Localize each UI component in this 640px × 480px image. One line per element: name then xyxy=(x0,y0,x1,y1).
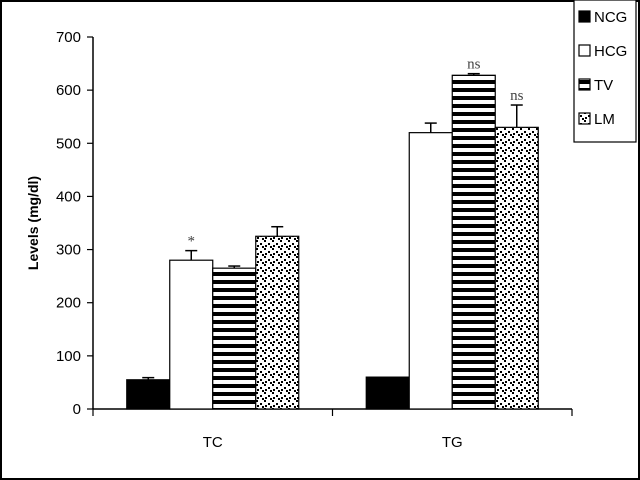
x-category-label: TG xyxy=(442,434,463,451)
bars xyxy=(126,72,539,410)
bar-hcg-tg xyxy=(408,132,453,410)
significance-annotation: ns xyxy=(510,88,524,104)
y-tick-label: 500 xyxy=(56,135,81,152)
y-tick-label: 100 xyxy=(56,348,81,365)
bar-tv-tc xyxy=(212,267,257,410)
x-category-label: TC xyxy=(203,434,223,451)
bar-ncg-tg xyxy=(365,376,410,410)
y-tick-label: 600 xyxy=(56,82,81,99)
legend-swatch-lm xyxy=(578,112,591,125)
bar-lm-tg xyxy=(494,126,539,410)
y-tick-label: 400 xyxy=(56,188,81,205)
significance-annotation: ns xyxy=(467,57,481,73)
y-tick-label: 0 xyxy=(73,401,81,418)
y-tick-label: 200 xyxy=(56,295,81,312)
bar-hcg-tc xyxy=(169,259,214,410)
bar-tv-tg xyxy=(451,74,496,410)
legend-label-lm: LM xyxy=(594,111,615,128)
legend: NCG HCG TV LM xyxy=(573,0,637,143)
labels: 0 100 200 300 400 500 600 700 Levels (mg/dl) TC TG… xyxy=(25,29,524,451)
significance-annotation: * xyxy=(188,234,196,250)
legend-swatch-tv xyxy=(578,78,591,91)
bar-ncg-tc xyxy=(126,379,171,410)
legend-label-hcg: HCG xyxy=(594,43,627,60)
legend-swatch-hcg xyxy=(578,44,591,57)
legend-label-tv: TV xyxy=(594,77,613,94)
y-tick-label: 300 xyxy=(56,242,81,259)
bar-lm-tc xyxy=(255,235,300,410)
y-tick-label: 700 xyxy=(56,29,81,46)
legend-label-ncg: NCG xyxy=(594,9,627,26)
legend-swatch-ncg xyxy=(578,10,591,23)
y-axis-title: Levels (mg/dl) xyxy=(25,176,41,270)
